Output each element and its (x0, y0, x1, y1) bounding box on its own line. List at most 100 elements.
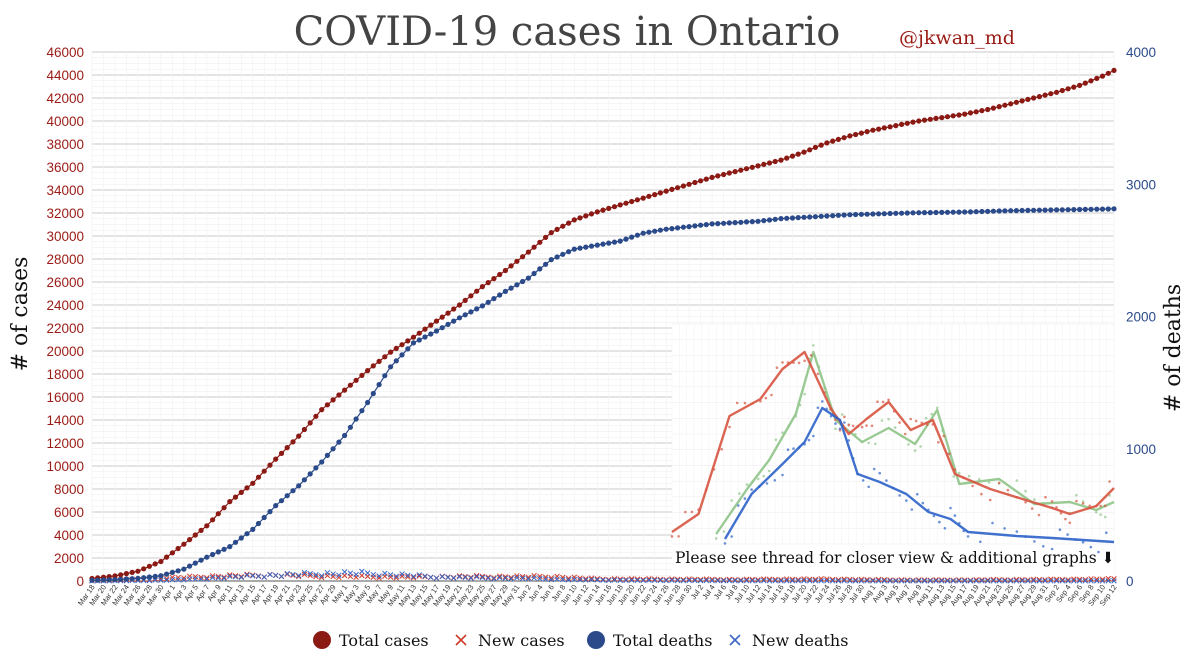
x-marker-stroke (1099, 576, 1106, 583)
data-point (451, 318, 457, 324)
data-point-x (244, 571, 250, 577)
data-point-x (514, 573, 520, 579)
x-marker-stroke (996, 578, 1002, 584)
inset-point (1059, 511, 1063, 515)
x-marker-stroke (508, 576, 514, 582)
data-point (944, 114, 951, 120)
data-point (135, 575, 141, 582)
data-point (1036, 207, 1042, 213)
inset-point (723, 542, 727, 545)
x-marker-stroke (669, 576, 675, 582)
inset-point (840, 413, 844, 416)
data-point (410, 334, 417, 340)
data-point (439, 325, 445, 331)
data-point (1036, 94, 1042, 100)
x-marker-stroke (858, 578, 865, 584)
data-point-x (221, 575, 227, 581)
x-marker-stroke (192, 576, 199, 582)
inset-point (1074, 538, 1077, 541)
data-point-x (496, 574, 503, 581)
inset-point (979, 540, 982, 544)
data-point (451, 306, 457, 312)
data-point (675, 185, 681, 191)
x-marker-stroke (910, 578, 916, 584)
data-point (663, 188, 669, 194)
x-marker-stroke (864, 578, 870, 584)
data-point (261, 468, 267, 474)
inset-point (730, 535, 733, 538)
right-y-axis: 0 1000 2000 3000 4000 (1126, 45, 1156, 589)
data-point (904, 210, 910, 216)
data-point-x (806, 576, 813, 582)
data-point (307, 420, 313, 426)
data-point (996, 104, 1002, 110)
x-marker-stroke (605, 576, 612, 583)
x-marker-stroke (284, 570, 290, 577)
data-point (812, 144, 819, 150)
data-point-x (783, 576, 790, 582)
data-point-x (726, 576, 733, 583)
x-marker-stroke (542, 574, 549, 580)
x-marker-stroke (898, 578, 905, 584)
x-marker-stroke (887, 578, 893, 584)
inset-point (743, 401, 747, 405)
inset-point (803, 392, 806, 396)
x-marker-stroke (227, 572, 233, 578)
x-marker-stroke (755, 578, 761, 584)
inset-point (874, 442, 877, 446)
data-point-x (554, 576, 560, 582)
data-point-x (399, 571, 405, 577)
data-point (192, 560, 198, 566)
inset-point (786, 448, 790, 452)
x-marker-stroke (227, 573, 233, 580)
x-marker-stroke (944, 577, 951, 583)
data-point-x (1002, 578, 1008, 584)
data-point-x (405, 574, 411, 580)
data-point (382, 354, 388, 360)
x-marker-stroke (617, 576, 623, 582)
data-point (956, 209, 962, 215)
data-point (336, 392, 342, 398)
data-point-x (801, 576, 807, 582)
x-marker-stroke (376, 573, 382, 579)
data-point (393, 358, 399, 364)
data-point-x (301, 569, 308, 576)
data-point (290, 488, 296, 494)
x-marker-stroke (462, 573, 468, 580)
data-point (985, 106, 991, 113)
data-point-x (761, 576, 767, 582)
data-point-x (548, 576, 555, 583)
x-marker-stroke (267, 571, 273, 578)
inset-point (781, 431, 784, 434)
x-marker-stroke (921, 577, 928, 583)
data-point-x (1019, 578, 1025, 584)
data-point (319, 407, 325, 413)
x-marker-stroke (336, 574, 342, 581)
inset-point (1081, 502, 1085, 505)
data-point (560, 223, 566, 229)
inset-point (1097, 550, 1100, 554)
data-point (1065, 86, 1071, 92)
x-marker-stroke (1030, 576, 1037, 583)
data-point (192, 532, 198, 538)
data-point (1025, 96, 1031, 102)
inset-point (825, 407, 828, 411)
inset-point (847, 439, 851, 442)
data-point-x (427, 574, 434, 580)
data-point (652, 228, 658, 234)
x-marker-stroke (829, 576, 836, 583)
x-marker-stroke (657, 577, 664, 584)
data-point-x (984, 578, 991, 584)
x-marker-stroke (468, 575, 474, 581)
data-point (709, 221, 715, 227)
x-marker-stroke (893, 578, 899, 584)
data-point (365, 368, 371, 374)
data-point (169, 550, 175, 556)
data-point (278, 498, 285, 504)
data-point (324, 452, 330, 458)
x-marker-stroke (1025, 577, 1031, 583)
x-marker-stroke (921, 578, 928, 584)
inset-point (867, 441, 870, 445)
inset-point (797, 446, 801, 449)
